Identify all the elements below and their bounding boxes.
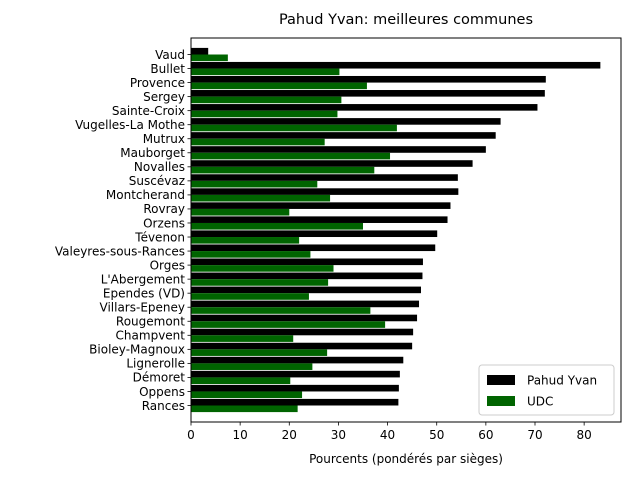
bar-pahud-yvan-24 (191, 384, 399, 392)
legend-swatch (487, 375, 515, 385)
bar-pahud-yvan-7 (191, 146, 486, 153)
x-tick-label: 20 (282, 428, 297, 442)
y-tick-label: Suscévaz (129, 174, 185, 188)
bar-udc-14 (191, 251, 311, 258)
bar-pahud-yvan-1 (191, 61, 601, 69)
y-axis-ticks: VaudBulletProvenceSergeySainte-CroixVuge… (55, 48, 191, 413)
y-tick-label: Vugelles-La Mothe (75, 118, 185, 132)
y-tick-label: Bullet (150, 62, 185, 76)
bar-udc-5 (191, 124, 397, 132)
bar-udc-6 (191, 138, 325, 146)
bar-udc-10 (191, 194, 331, 202)
y-tick-label: Mutrux (143, 132, 185, 146)
bar-pahud-yvan-15 (191, 258, 423, 266)
bar-udc-16 (191, 279, 329, 286)
bar-pahud-yvan-12 (191, 216, 448, 223)
bar-udc-4 (191, 110, 338, 118)
x-tick-label: 10 (233, 428, 248, 442)
y-tick-label: Oppens (139, 385, 185, 399)
bar-pahud-yvan-6 (191, 132, 496, 139)
bar-pahud-yvan-14 (191, 244, 436, 252)
y-tick-label: Démoret (133, 371, 186, 385)
bar-pahud-yvan-13 (191, 230, 438, 238)
bar-udc-3 (191, 96, 342, 104)
bar-pahud-yvan-2 (191, 75, 546, 83)
x-tick-label: 30 (331, 428, 346, 442)
y-tick-label: Montcherand (106, 188, 185, 202)
plot-area (190, 37, 622, 423)
y-tick-label: L'Abergement (101, 272, 186, 286)
bar-udc-1 (191, 68, 340, 76)
bar-pahud-yvan-17 (191, 286, 421, 294)
x-tick-label: 40 (380, 428, 395, 442)
bar-udc-24 (191, 391, 303, 399)
bar-pahud-yvan-4 (191, 104, 538, 111)
bar-udc-25 (191, 405, 298, 413)
y-tick-label: Lignerolle (126, 357, 185, 371)
bar-udc-21 (191, 349, 328, 356)
y-tick-label: Provence (130, 76, 185, 90)
bar-udc-15 (191, 265, 334, 272)
y-tick-label: Sainte-Croix (112, 104, 185, 118)
bar-pahud-yvan-25 (191, 398, 399, 406)
bar-udc-9 (191, 180, 318, 188)
y-tick-label: Villars-Epeney (100, 301, 186, 315)
bar-pahud-yvan-19 (191, 314, 418, 322)
y-tick-label: Valeyres-sous-Rances (55, 244, 185, 258)
y-tick-label: Bioley-Magnoux (89, 343, 185, 357)
x-axis-title: Pourcents (pondérés par sièges) (309, 452, 503, 466)
bar-pahud-yvan-16 (191, 272, 423, 280)
bar-udc-22 (191, 363, 313, 370)
bar-pahud-yvan-11 (191, 202, 451, 209)
legend: Pahud Yvan UDC (478, 364, 615, 416)
y-tick-label: Sergey (143, 90, 185, 104)
y-tick-label: Orzens (143, 216, 185, 230)
bar-udc-19 (191, 321, 386, 328)
x-tick-label: 50 (429, 428, 444, 442)
bar-pahud-yvan-18 (191, 300, 420, 308)
bar-udc-7 (191, 152, 391, 160)
y-tick-label: Tévenon (134, 230, 185, 244)
y-tick-label: Mauborget (120, 146, 185, 160)
y-tick-label: Rances (142, 399, 185, 413)
x-tick-label: 70 (527, 428, 542, 442)
bar-pahud-yvan-8 (191, 160, 473, 167)
bar-pahud-yvan-21 (191, 342, 413, 350)
bar-pahud-yvan-10 (191, 188, 459, 195)
bar-pahud-yvan-20 (191, 328, 414, 336)
x-tick-label: 0 (187, 428, 195, 442)
bar-udc-18 (191, 307, 371, 314)
bar-udc-17 (191, 293, 309, 300)
bar-pahud-yvan-0 (191, 47, 209, 55)
y-tick-label: Orges (150, 258, 185, 272)
bar-udc-23 (191, 377, 291, 385)
bar-udc-20 (191, 335, 294, 342)
bars-layer (191, 47, 601, 413)
legend-label: UDC (527, 395, 553, 409)
legend-label: Pahud Yvan (527, 374, 597, 388)
bar-pahud-yvan-3 (191, 90, 545, 97)
y-tick-label: Ependes (VD) (103, 286, 185, 300)
legend-swatch (487, 396, 515, 406)
chart-title: Pahud Yvan: meilleures communes (279, 12, 533, 28)
x-tick-label: 60 (478, 428, 493, 442)
bar-udc-8 (191, 166, 375, 174)
bar-udc-12 (191, 222, 363, 230)
bar-udc-13 (191, 237, 300, 244)
bar-pahud-yvan-23 (191, 370, 400, 378)
bar-pahud-yvan-5 (191, 118, 501, 125)
bar-pahud-yvan-9 (191, 174, 458, 181)
x-axis-ticks: 0 10 20 30 40 50 60 70 80 (187, 422, 592, 442)
y-tick-label: Rovray (143, 202, 185, 216)
bar-udc-2 (191, 82, 367, 90)
y-tick-label: Vaud (155, 48, 185, 62)
bar-udc-0 (191, 54, 228, 62)
y-tick-label: Champvent (116, 329, 186, 343)
x-tick-label: 80 (577, 428, 592, 442)
bar-pahud-yvan-22 (191, 356, 404, 364)
y-tick-label: Novalles (134, 160, 185, 174)
bar-udc-11 (191, 208, 290, 216)
y-tick-label: Rougemont (116, 315, 185, 329)
